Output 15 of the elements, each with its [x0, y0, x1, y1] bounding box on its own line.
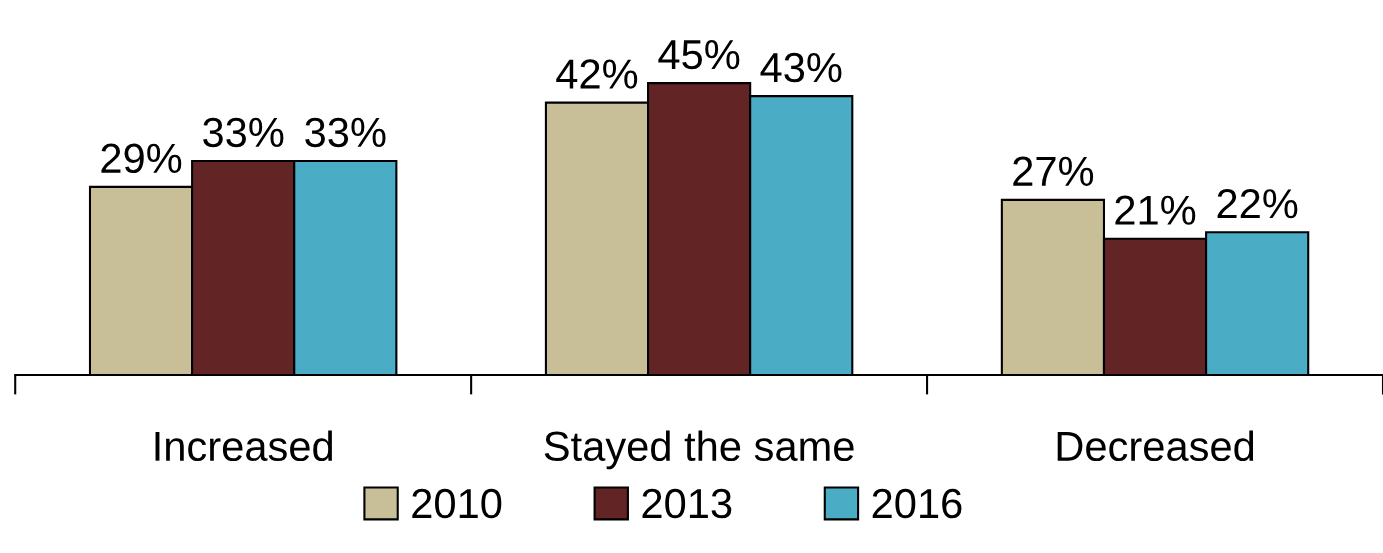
data-label: 43%: [760, 52, 842, 83]
legend-label: 2013: [642, 488, 732, 519]
x-tick-label: Decreased: [1057, 430, 1254, 462]
x-tick-label: Increased: [155, 430, 332, 462]
data-label: 22%: [1217, 188, 1298, 219]
data-label: 21%: [1115, 195, 1196, 225]
x-tick-label: Stayed the same: [544, 430, 854, 470]
data-label: 42%: [556, 59, 638, 89]
data-label: 45%: [658, 40, 740, 70]
data-label: 33%: [203, 117, 284, 148]
data-label: 29%: [101, 143, 182, 174]
legend-label: 2016: [872, 488, 962, 519]
data-label: 27%: [1013, 156, 1094, 186]
data-label: 33%: [305, 117, 386, 148]
legend-label: 2010: [412, 488, 502, 519]
